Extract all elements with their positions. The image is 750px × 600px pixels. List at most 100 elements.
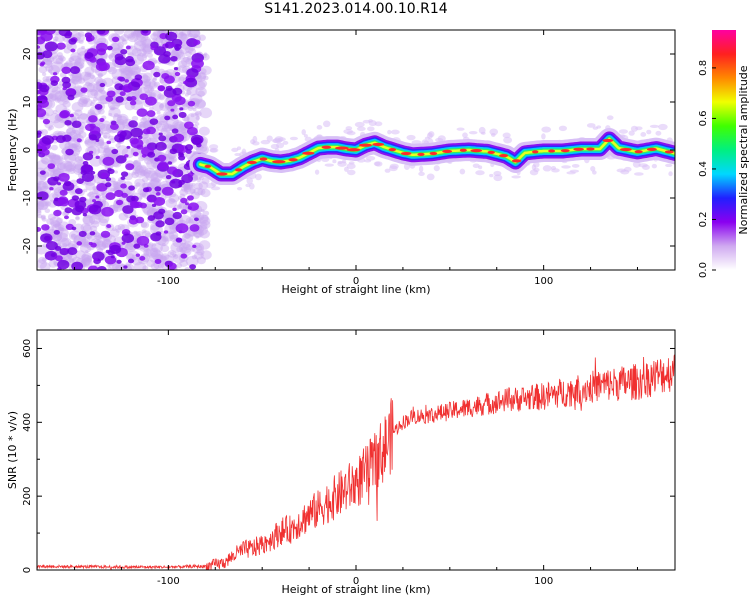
noise-blob (176, 246, 184, 253)
noise-blob (63, 161, 77, 172)
noise-blob (135, 164, 149, 176)
ridge-halo-blob (433, 165, 440, 172)
noise-blob (42, 75, 50, 82)
noise-blob (73, 145, 83, 153)
ridge-halo-blob (345, 126, 353, 131)
noise-blob-strong (153, 196, 166, 206)
noise-blob (152, 162, 159, 168)
noise-blob (89, 156, 102, 167)
noise-blob (195, 245, 203, 251)
noise-blob-strong (79, 196, 87, 203)
noise-blob (72, 79, 79, 85)
noise-blob-strong (120, 171, 129, 177)
noise-blob-strong (53, 229, 60, 235)
ridge-halo-blob (493, 170, 502, 177)
noise-blob (52, 220, 61, 228)
noise-blob (148, 81, 158, 89)
noise-blob-strong (180, 197, 188, 204)
ridge-peak (664, 150, 674, 154)
noise-blob (37, 186, 40, 190)
noise-blob (150, 262, 160, 270)
noise-blob (198, 240, 211, 250)
noise-blob (112, 181, 122, 189)
noise-blob-strong (71, 261, 84, 270)
ridge-peak (346, 148, 361, 152)
snr-series-line (37, 354, 675, 570)
noise-blob-strong (57, 182, 62, 186)
ridge-halo-blob (316, 125, 323, 130)
ridge-halo-blob (390, 129, 400, 135)
noise-blob (98, 120, 112, 132)
noise-blob (136, 52, 148, 62)
ridge-halo-blob (541, 126, 552, 133)
noise-blob (44, 108, 54, 117)
noise-blob (118, 241, 129, 250)
noise-blob-strong (75, 205, 85, 213)
noise-blob (37, 185, 42, 192)
ridge-halo-blob (633, 172, 644, 176)
noise-blob (87, 191, 95, 198)
noise-blob (119, 65, 129, 73)
ridge-halo-blob (316, 134, 323, 138)
noise-blob (79, 94, 91, 104)
noise-blob-strong (42, 118, 51, 125)
noise-blob-strong (170, 55, 178, 62)
noise-blob-strong (105, 192, 116, 201)
noise-blob (127, 70, 132, 74)
noise-blob (47, 127, 52, 131)
ridge-halo-blob (356, 126, 366, 132)
noise-blob (140, 36, 152, 46)
noise-blob (181, 233, 194, 243)
noise-blob (152, 37, 158, 42)
noise-blob (130, 31, 137, 36)
noise-blob (41, 214, 46, 219)
noise-blob (39, 116, 44, 120)
noise-blob (50, 93, 59, 101)
ridge-halo-blob (541, 133, 546, 140)
noise-blob (51, 155, 63, 165)
noise-blob-strong (173, 66, 179, 71)
noise-blob (37, 208, 42, 214)
noise-blob-strong (186, 195, 194, 201)
noise-blob (185, 50, 192, 57)
noise-blob (177, 65, 188, 73)
noise-blob (131, 32, 138, 38)
noise-blob (135, 230, 143, 237)
noise-blob (82, 224, 93, 233)
noise-blob (200, 188, 211, 198)
noise-blob (200, 209, 205, 213)
ridge-halo-blob (592, 170, 597, 175)
noise-blob (89, 102, 95, 107)
noise-blob-strong (92, 199, 97, 203)
noise-blob (131, 64, 139, 71)
noise-blob-strong (180, 209, 188, 215)
noise-blob (198, 34, 206, 41)
ridge-peak (487, 150, 495, 155)
noise-blob-strong (47, 163, 56, 170)
noise-blob (198, 126, 210, 136)
noise-blob (192, 33, 199, 39)
ridge-halo-blob (551, 168, 560, 173)
noise-blob-strong (87, 265, 99, 270)
noise-blob-strong (95, 195, 100, 199)
noise-blob-strong (121, 233, 135, 244)
noise-blob (116, 145, 129, 155)
noise-blob (180, 245, 188, 252)
ridge-halo-blob (234, 153, 241, 157)
noise-blob (150, 93, 156, 98)
colorbar: 0.0 0.2 0.4 0.6 0.8 Normalized spectral ampl… (698, 30, 750, 278)
ridge-halo-blob (418, 165, 424, 173)
ridge-halo-blob (201, 142, 208, 147)
noise-blob (37, 181, 42, 186)
snr-panel: -100 0 100 0 200 400 600 Height of straight li… (6, 329, 676, 596)
colorbar-tick-label: 0.2 (698, 212, 709, 228)
spectrogram-xtick-label: 100 (534, 276, 553, 287)
noise-blob-strong (65, 148, 74, 156)
noise-blob (59, 89, 66, 95)
noise-blob (172, 253, 177, 258)
noise-blob (125, 262, 131, 267)
noise-blob (48, 69, 53, 73)
spectrogram-ylabel: Frequency (Hz) (6, 109, 19, 192)
noise-blob (149, 248, 161, 258)
ridge-halo-blob (424, 136, 430, 140)
